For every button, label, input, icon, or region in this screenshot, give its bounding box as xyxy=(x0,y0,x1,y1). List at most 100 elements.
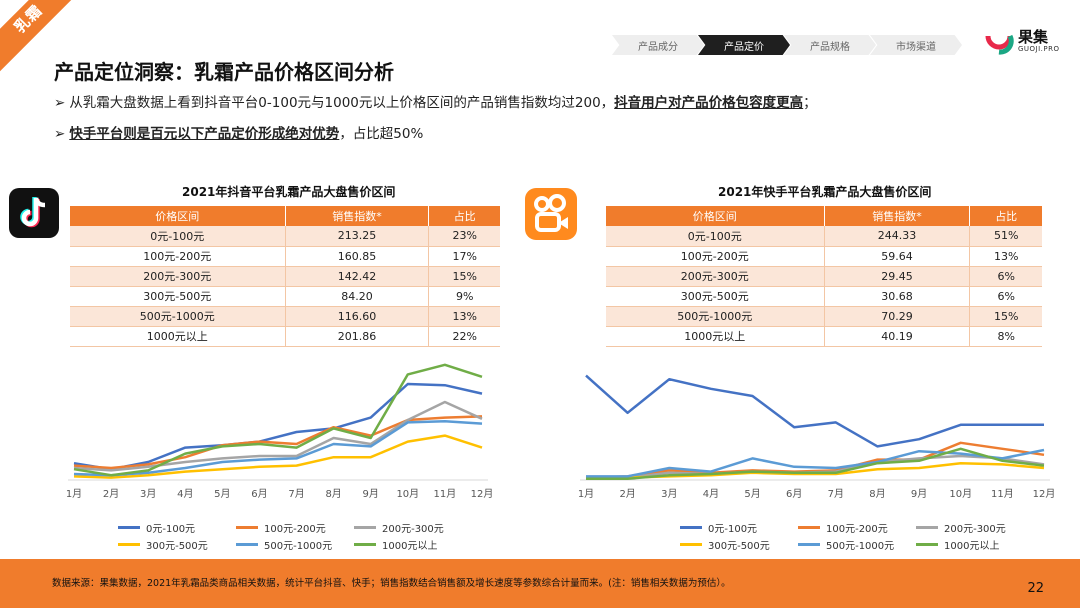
x-tick-label: 4月 xyxy=(177,488,193,500)
bullet-2-text: ，占比超50% xyxy=(339,126,424,142)
x-tick-label: 8月 xyxy=(325,488,341,500)
x-tick-label: 6月 xyxy=(786,488,802,500)
table-row: 0元-100元 244.33 51% xyxy=(606,226,1042,247)
data-source-note: 数据来源：果集数据，2021年乳霜品类商品相关数据，统计平台抖音、快手；销售指数… xyxy=(52,578,731,589)
legend-label: 100元-200元 xyxy=(826,524,888,535)
table-cell: 23% xyxy=(428,226,500,247)
table-cell: 30.68 xyxy=(824,286,971,307)
table-cell: 1000元以上 xyxy=(606,326,825,347)
page-title: 产品定位洞察：乳霜产品价格区间分析 xyxy=(54,60,394,84)
x-tick-label: 6月 xyxy=(251,488,267,500)
table-cell: 29.45 xyxy=(824,266,971,287)
table-cell: 100元-200元 xyxy=(606,246,825,267)
legend-swatch xyxy=(916,543,938,546)
legend-swatch xyxy=(118,543,140,546)
x-tick-label: 7月 xyxy=(828,488,844,500)
table-cell: 6% xyxy=(969,286,1042,307)
bullet-2-emphasis: 快手平台则是百元以下产品定价形成绝对优势 xyxy=(69,126,340,142)
table-cell: 160.85 xyxy=(285,246,430,267)
table-cell: 300元-500元 xyxy=(70,286,286,307)
arrow-icon: ➢ xyxy=(54,126,66,142)
table-cell: 13% xyxy=(428,306,500,327)
x-tick-label: 11月 xyxy=(991,488,1014,500)
table-row: 200元-300元 29.45 6% xyxy=(606,266,1042,287)
table-cell: 0元-100元 xyxy=(606,226,825,247)
x-tick-label: 2月 xyxy=(619,488,635,500)
nav-item-pricing[interactable]: 产品定价 xyxy=(698,35,790,55)
table-cell: 8% xyxy=(969,326,1042,347)
x-tick-label: 9月 xyxy=(911,488,927,500)
table-row: 1000元以上 201.86 22% xyxy=(70,326,500,347)
x-tick-label: 1月 xyxy=(66,488,82,500)
table-cell: 1000元以上 xyxy=(70,326,286,347)
nav-item-ingredients[interactable]: 产品成分 xyxy=(612,35,704,55)
x-tick-label: 8月 xyxy=(869,488,885,500)
table-cell: 70.29 xyxy=(824,306,971,327)
table-cell: 200元-300元 xyxy=(70,266,286,287)
table-cell: 15% xyxy=(969,306,1042,327)
x-tick-label: 5月 xyxy=(744,488,760,500)
logo-en-text: GUOJI.PRO xyxy=(1018,45,1060,53)
x-tick-label: 7月 xyxy=(288,488,304,500)
legend-entry: 300元-500元 xyxy=(118,537,236,552)
table-cell: 9% xyxy=(428,286,500,307)
table-cell: 6% xyxy=(969,266,1042,287)
x-tick-label: 5月 xyxy=(214,488,230,500)
table-cell: 213.25 xyxy=(285,226,430,247)
table-cell: 100元-200元 xyxy=(70,246,286,267)
x-tick-label: 10月 xyxy=(396,488,419,500)
table-cell: 51% xyxy=(969,226,1042,247)
table-cell: 17% xyxy=(428,246,500,267)
nav-item-channels[interactable]: 市场渠道 xyxy=(870,35,962,55)
legend-entry: 200元-300元 xyxy=(916,520,1034,535)
nav-item-specs[interactable]: 产品规格 xyxy=(784,35,876,55)
legend-swatch xyxy=(680,543,702,546)
douyin-chart-legend: 0元-100元 100元-200元 200元-300元 300元-500元 500元-1… xyxy=(118,520,472,552)
x-tick-label: 4月 xyxy=(703,488,719,500)
table-cell: 200元-300元 xyxy=(606,266,825,287)
series-line-5 xyxy=(73,363,483,477)
douyin-app-icon xyxy=(9,188,59,238)
legend-swatch xyxy=(236,526,258,529)
table-cell: 13% xyxy=(969,246,1042,267)
table-cell: 500元-1000元 xyxy=(606,306,825,327)
kuaishou-table-title: 2021年快手平台乳霜产品大盘售价区间 xyxy=(718,185,932,199)
legend-swatch xyxy=(354,543,376,546)
table-row: 1000元以上 40.19 8% xyxy=(606,326,1042,347)
page-number: 22 xyxy=(1027,581,1044,596)
table-header: 价格区间 xyxy=(70,206,286,226)
legend-entry: 100元-200元 xyxy=(236,520,354,535)
table-cell: 201.86 xyxy=(285,326,430,347)
legend-entry: 1000元以上 xyxy=(354,537,472,552)
table-row: 500元-1000元 116.60 13% xyxy=(70,306,500,327)
x-tick-label: 3月 xyxy=(661,488,677,500)
douyin-trend-chart: 1月 2月 3月 4月 5月 6月 7月 8月 9月 10月 11月 12月 xyxy=(66,363,493,500)
legend-entry: 0元-100元 xyxy=(118,520,236,535)
x-tick-label: 1月 xyxy=(578,488,594,500)
table-header: 占比 xyxy=(428,206,500,226)
x-tick-label: 12月 xyxy=(1033,488,1055,500)
series-line-4 xyxy=(586,448,1045,478)
legend-entry: 200元-300元 xyxy=(354,520,472,535)
insight-bullet-1: ➢ 从乳霜大盘数据上看到抖音平台0-100元与1000元以上价格区间的产品销售指数… xyxy=(54,91,817,111)
legend-entry: 500元-1000元 xyxy=(798,537,916,552)
douyin-price-table: 价格区间 销售指数* 占比 0元-100元 213.25 23% 100元-200元… xyxy=(70,206,500,347)
table-cell: 0元-100元 xyxy=(70,226,286,247)
table-cell: 300元-500元 xyxy=(606,286,825,307)
brand-logo: 果集 GUOJI.PRO xyxy=(984,26,1060,56)
table-row: 300元-500元 84.20 9% xyxy=(70,286,500,307)
arrow-icon: ➢ xyxy=(54,95,66,111)
x-tick-label: 3月 xyxy=(140,488,156,500)
series-line-0 xyxy=(73,382,483,471)
x-tick-label: 11月 xyxy=(434,488,457,500)
section-nav: 产品成分 产品定价 产品规格 市场渠道 xyxy=(612,35,962,55)
legend-label: 200元-300元 xyxy=(944,524,1006,535)
legend-label: 1000元以上 xyxy=(382,541,438,552)
table-cell: 84.20 xyxy=(285,286,430,307)
kuaishou-app-icon xyxy=(525,188,577,240)
legend-swatch xyxy=(118,526,140,529)
table-cell: 500元-1000元 xyxy=(70,306,286,327)
table-row: 100元-200元 160.85 17% xyxy=(70,246,500,267)
table-cell: 59.64 xyxy=(824,246,971,267)
douyin-table-title: 2021年抖音平台乳霜产品大盘售价区间 xyxy=(182,185,396,199)
